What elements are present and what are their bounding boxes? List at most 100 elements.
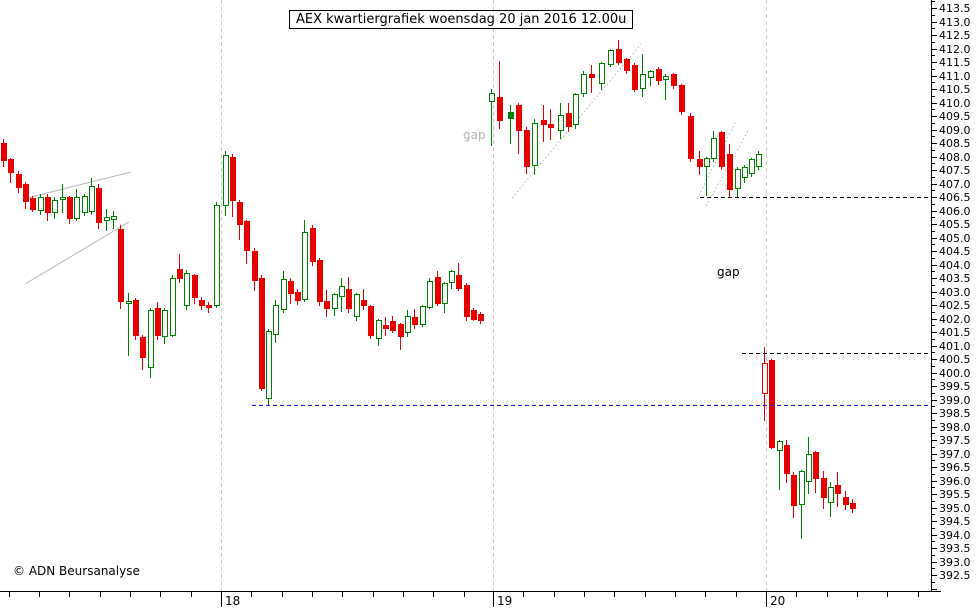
y-axis-minor-tick xyxy=(932,379,935,380)
y-axis-major-tick xyxy=(932,184,937,185)
y-axis-major-tick xyxy=(932,49,937,50)
candle-body xyxy=(762,363,768,395)
candle-body xyxy=(420,306,426,326)
y-axis-label: 405.0 xyxy=(939,231,971,245)
copyright-watermark: © ADN Beursanalyse xyxy=(13,564,140,578)
x-axis-hour-tick xyxy=(827,592,828,597)
y-axis-label: 413.0 xyxy=(939,15,971,29)
candle-body xyxy=(273,305,279,335)
y-axis-label: 411.5 xyxy=(939,56,971,69)
candle-body xyxy=(288,280,294,295)
candle-body xyxy=(581,74,587,95)
y-axis-label: 406.5 xyxy=(939,191,971,204)
y-axis-minor-tick xyxy=(932,1,935,2)
y-axis-major-tick xyxy=(932,413,937,414)
candle-wick xyxy=(510,105,511,145)
candle-body xyxy=(656,68,662,81)
candle-body xyxy=(828,487,834,504)
y-axis-label: 399.0 xyxy=(939,393,971,407)
x-axis-hour-tick xyxy=(887,592,888,597)
candle-body xyxy=(199,299,205,307)
y-axis-label: 403.0 xyxy=(939,285,971,299)
y-axis-label: 395.5 xyxy=(939,488,971,501)
y-axis-label: 393.5 xyxy=(939,542,971,555)
y-axis-major-tick xyxy=(932,116,937,117)
candle-wick xyxy=(179,253,180,284)
y-axis-label: 411.0 xyxy=(939,69,971,83)
candle-body xyxy=(354,294,360,318)
y-axis-major-tick xyxy=(932,211,937,212)
candle-body xyxy=(295,291,301,301)
y-axis-minor-tick xyxy=(932,325,935,326)
candle-body xyxy=(566,113,572,127)
candle-body xyxy=(405,315,411,334)
candle-body xyxy=(449,271,455,284)
candle-body xyxy=(376,319,382,339)
y-axis-label: 402.0 xyxy=(939,312,971,326)
y-axis-label: 406.0 xyxy=(939,204,971,218)
candle-body xyxy=(302,232,308,300)
y-axis-major-tick xyxy=(932,589,937,590)
y-axis-major-tick xyxy=(932,157,937,158)
candle-body xyxy=(281,279,287,311)
candle-body xyxy=(118,229,124,303)
y-axis-minor-tick xyxy=(932,433,935,434)
candle-body xyxy=(516,105,522,131)
candle-body xyxy=(60,197,66,200)
x-axis-hour-tick xyxy=(736,592,737,597)
candle-body xyxy=(599,63,605,84)
y-axis-label: 413.5 xyxy=(939,2,971,15)
y-axis-minor-tick xyxy=(932,271,935,272)
y-axis-label: 401.0 xyxy=(939,339,971,353)
candle-body xyxy=(45,197,51,214)
x-axis-hour-tick xyxy=(584,592,585,597)
y-axis-label: 398.5 xyxy=(939,407,971,420)
x-axis-hour-tick xyxy=(251,592,252,597)
y-axis-minor-tick xyxy=(932,352,935,353)
y-axis-label: 408.0 xyxy=(939,150,971,164)
candle-body xyxy=(259,278,265,389)
x-axis-hour-tick xyxy=(705,592,706,597)
y-axis-label: 410.5 xyxy=(939,83,971,96)
candle-body xyxy=(230,156,236,202)
candle-body xyxy=(67,197,73,219)
candle-body xyxy=(608,49,614,65)
x-axis-day-tick xyxy=(493,592,494,607)
x-axis-day-label: 19 xyxy=(497,594,513,608)
y-axis-major-tick xyxy=(932,427,937,428)
candle-body xyxy=(497,97,503,122)
y-axis-major-tick xyxy=(932,251,937,252)
y-axis-label: 396.0 xyxy=(939,474,971,488)
candle-body xyxy=(532,122,538,166)
x-axis-hour-tick xyxy=(523,592,524,597)
y-axis-minor-tick xyxy=(932,28,935,29)
candle-body xyxy=(435,276,441,304)
candle-body xyxy=(140,337,146,358)
y-axis-major-tick xyxy=(932,103,937,104)
y-axis-label: 409.0 xyxy=(939,123,971,137)
candle-body xyxy=(624,59,630,72)
x-axis-hour-tick xyxy=(373,592,374,597)
candle-body xyxy=(688,116,694,160)
y-axis-major-tick xyxy=(932,454,937,455)
y-axis-major-tick xyxy=(932,35,937,36)
candle-wick xyxy=(591,64,592,94)
candle-body xyxy=(390,321,396,331)
y-axis-label: 405.5 xyxy=(939,218,971,231)
candle-body xyxy=(719,132,725,168)
x-axis-hour-tick xyxy=(403,592,404,597)
x-axis-hour-tick xyxy=(554,592,555,597)
y-axis-minor-tick xyxy=(932,339,935,340)
gap-annotation: gap xyxy=(463,128,486,142)
x-axis-hour-tick xyxy=(282,592,283,597)
candle-wick xyxy=(208,302,209,314)
y-axis-major-tick xyxy=(932,373,937,374)
candle-body xyxy=(82,195,88,214)
candle-body xyxy=(96,187,102,223)
y-axis-minor-tick xyxy=(932,460,935,461)
y-axis-major-tick xyxy=(932,575,937,576)
trendline xyxy=(24,221,130,285)
x-axis-line xyxy=(0,591,941,592)
x-axis-hour-tick xyxy=(645,592,646,597)
